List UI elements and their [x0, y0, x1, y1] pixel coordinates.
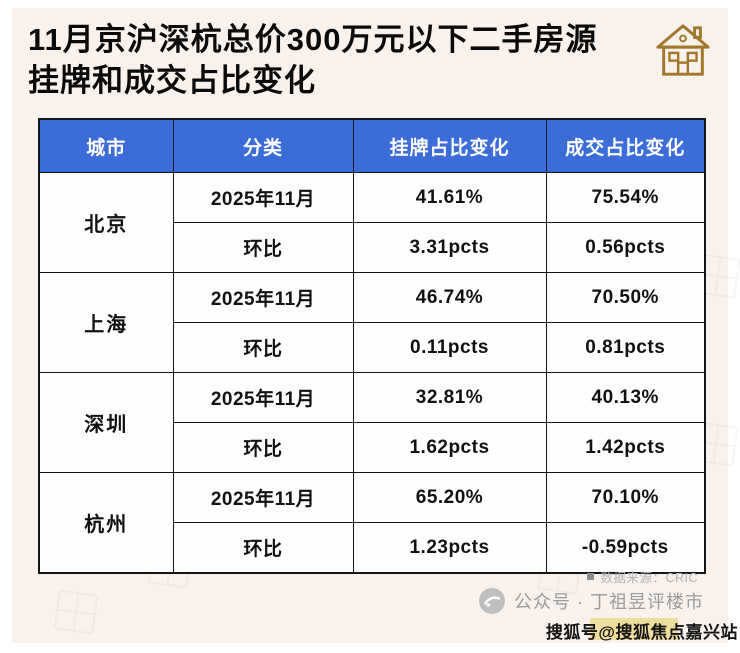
house-logo-icon	[652, 22, 714, 85]
cell-deal-mom: 0.56pcts	[545, 222, 706, 273]
cell-period: 环比	[172, 522, 354, 574]
cell-period: 环比	[172, 322, 354, 373]
watermark-highlight	[590, 618, 678, 640]
header: 11月京沪深杭总价300万元以下二手房源 挂牌和成交占比变化	[28, 20, 714, 102]
cell-deal-value: 75.54%	[545, 172, 706, 223]
cell-deal-mom: -0.59pcts	[545, 522, 706, 574]
cell-city-hangzhou: 杭州	[38, 472, 174, 574]
cell-period: 环比	[172, 422, 354, 473]
cell-period: 环比	[172, 222, 354, 273]
data-table: 城市 分类 挂牌占比变化 成交占比变化 北京 2025年11月 41.61% 7…	[38, 118, 706, 574]
cell-city-beijing: 北京	[38, 172, 174, 273]
cell-listing-mom: 3.31pcts	[352, 222, 547, 273]
cell-listing-value: 65.20%	[352, 472, 547, 523]
cell-period: 2025年11月	[172, 272, 354, 323]
cell-listing-mom: 1.23pcts	[352, 522, 547, 574]
account-row: 公众号 · 丁祖昱评楼市	[479, 588, 704, 614]
cell-period: 2025年11月	[172, 172, 354, 223]
cell-deal-value: 70.10%	[545, 472, 706, 523]
cell-deal-value: 40.13%	[545, 372, 706, 423]
col-header-deal-change: 成交占比变化	[545, 118, 706, 173]
table-row: 杭州 2025年11月 65.20% 70.10%	[38, 472, 706, 574]
data-source: 数据来源：CRIC	[587, 567, 698, 586]
table-row: 环比 1.62pcts 1.42pcts	[39, 422, 706, 473]
table-row: 环比 3.31pcts 0.56pcts	[39, 222, 706, 273]
account-name: 公众号 · 丁祖昱评楼市	[514, 592, 704, 612]
cell-city-shenzhen: 深圳	[38, 372, 174, 473]
square-bullet-icon	[587, 573, 595, 580]
cell-city-shanghai: 上海	[38, 272, 174, 373]
cell-listing-value: 41.61%	[352, 172, 547, 223]
cell-listing-value: 32.81%	[352, 372, 547, 423]
table-row: 上海 2025年11月 46.74% 70.50%	[38, 272, 706, 373]
cell-period: 2025年11月	[172, 372, 354, 423]
cell-deal-value: 70.50%	[545, 272, 706, 323]
cell-period: 2025年11月	[172, 472, 354, 523]
table-row: 环比 1.23pcts -0.59pcts	[39, 522, 706, 574]
table-row: 北京 2025年11月 41.61% 75.54%	[38, 172, 706, 273]
table-header-row: 城市 分类 挂牌占比变化 成交占比变化	[38, 118, 706, 173]
faint-watermark-icon	[53, 589, 99, 635]
title-line-1: 11月京沪深杭总价300万元以下二手房源	[28, 22, 598, 57]
title-line-2: 挂牌和成交占比变化	[28, 62, 316, 98]
cell-deal-mom: 0.81pcts	[545, 322, 706, 373]
cell-deal-mom: 1.42pcts	[545, 422, 706, 473]
page-title: 11月京沪深杭总价300万元以下二手房源 挂牌和成交占比变化	[28, 20, 598, 102]
bottom-watermark: 搜狐号@搜狐焦点嘉兴站	[545, 623, 738, 642]
table-row: 环比 0.11pcts 0.81pcts	[39, 322, 706, 373]
col-header-listing-change: 挂牌占比变化	[352, 118, 547, 173]
col-header-category: 分类	[172, 118, 354, 173]
data-source-text: 数据来源：CRIC	[600, 571, 698, 585]
table-row: 深圳 2025年11月 32.81% 40.13%	[38, 372, 706, 473]
account-avatar-icon	[479, 588, 505, 614]
cell-listing-value: 46.74%	[352, 272, 547, 323]
col-header-city: 城市	[38, 118, 174, 173]
cell-listing-mom: 1.62pcts	[352, 422, 547, 473]
cell-listing-mom: 0.11pcts	[352, 322, 547, 373]
